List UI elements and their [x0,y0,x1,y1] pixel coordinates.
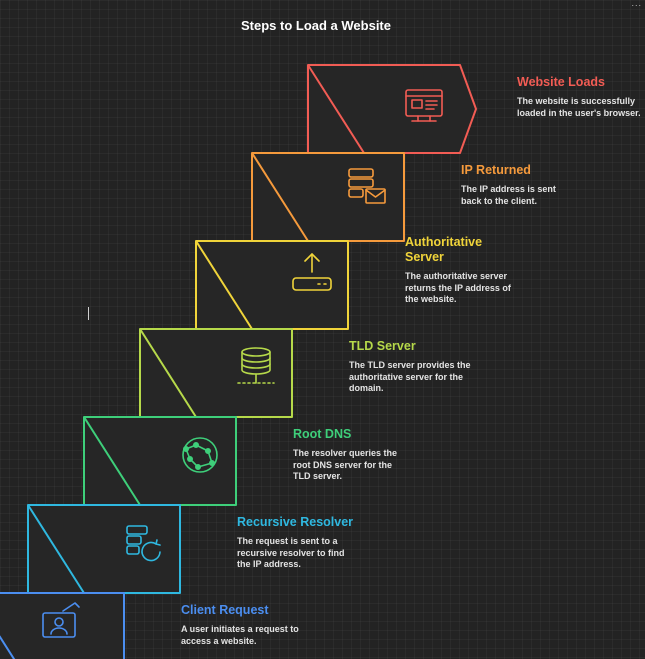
block-face [0,592,125,659]
step-block-authoritative-server [195,240,349,330]
globe-network-icon [182,437,218,473]
step-description: The website is successfully loaded in th… [517,96,641,118]
step-description: The request is sent to a recursive resol… [237,536,345,569]
block-face [251,152,405,242]
step-title: Recursive Resolver [237,515,354,529]
step-title: Website Loads [517,75,605,89]
user-screen-icon [42,602,80,638]
step-title: TLD Server [349,339,416,353]
step-client-request: Client Request A user initiates a reques… [181,603,306,647]
step-block-tld-server [139,328,293,418]
step-block-website-loads [307,64,477,154]
upload-drive-icon [292,253,332,291]
step-title: Authoritative Server [405,235,483,264]
step-description: A user initiates a request to access a w… [181,624,299,646]
step-block-recursive-resolver [27,504,181,594]
step-authoritative-server: Authoritative Server The authoritative s… [405,235,520,306]
server-envelope-icon [348,168,386,204]
step-website-loads: Website Loads The website is successfull… [517,75,642,119]
step-description: The authoritative server returns the IP … [405,271,511,304]
block-diagonal [195,240,253,330]
step-tld-server: TLD Server The TLD server provides the a… [349,339,474,395]
step-description: The TLD server provides the authoritativ… [349,360,471,393]
browser-window-icon [405,89,443,122]
step-root-dns: Root DNS The resolver queries the root D… [293,427,408,483]
step-title: Root DNS [293,427,352,441]
database-network-icon [237,347,275,384]
block-diagonal [251,152,309,242]
step-ip-returned: IP Returned The IP address is sent back … [461,163,576,207]
step-title: Client Request [181,603,269,617]
step-title: IP Returned [461,163,531,177]
block-diagonal [139,328,197,418]
block-face [307,64,477,154]
server-refresh-icon [126,525,161,562]
diagram-title: Steps to Load a Website [240,18,391,33]
step-block-ip-returned [251,152,405,242]
step-block-client-request [0,592,125,659]
block-face [139,328,293,418]
block-face [195,240,349,330]
block-diagonal [83,416,141,506]
step-description: The resolver queries the root DNS server… [293,448,398,481]
block-diagonal [27,504,85,594]
text-cursor [88,307,89,320]
corner-mark: ... [631,0,642,8]
step-recursive-resolver: Recursive Resolver The request is sent t… [237,515,357,571]
step-description: The IP address is sent back to the clien… [461,184,556,206]
block-diagonal [307,64,365,154]
block-face [27,504,181,594]
